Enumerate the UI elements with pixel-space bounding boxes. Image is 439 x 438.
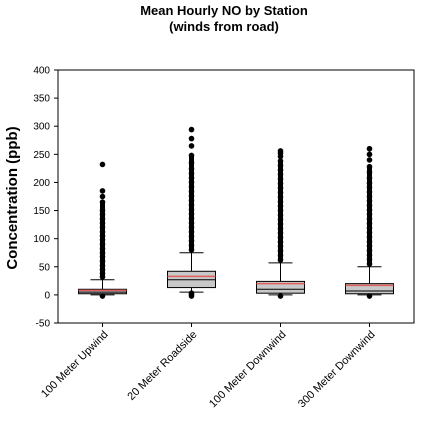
outlier-point <box>99 293 106 299</box>
x-category-label: 100 Meter Upwind <box>39 329 111 401</box>
outlier-point <box>366 293 373 299</box>
outlier-point <box>188 135 195 142</box>
outlier-point <box>277 148 284 154</box>
outlier-point <box>277 293 284 299</box>
y-tick-label: 250 <box>33 150 50 161</box>
y-tick-label: 200 <box>33 178 50 189</box>
outlier-point <box>188 290 195 297</box>
plot-frame <box>57 69 415 324</box>
outlier-point <box>188 126 195 133</box>
y-tick-label: 100 <box>33 234 50 245</box>
outlier-point <box>366 145 373 152</box>
y-tick-label: -50 <box>36 319 51 330</box>
y-tick-label: 50 <box>39 262 51 273</box>
chart-title: Mean Hourly NO by Station <box>140 3 308 18</box>
outlier-point <box>366 151 373 158</box>
x-category-label: 100 Meter Downwind <box>207 329 289 411</box>
y-tick-label: 150 <box>33 206 50 217</box>
outlier-point <box>99 188 106 194</box>
outlier-point <box>188 143 195 149</box>
x-category-label: 20 Meter Roadside <box>125 329 199 403</box>
chart-subtitle: (winds from road) <box>169 19 279 34</box>
y-tick-label: 300 <box>33 122 50 133</box>
y-tick-label: 400 <box>33 66 50 77</box>
box <box>256 280 305 294</box>
outlier-point <box>99 161 106 168</box>
y-tick-label: 0 <box>44 290 50 301</box>
outlier-point <box>366 157 373 163</box>
outlier-point <box>99 193 106 200</box>
y-axis-label: Concentration (ppb) <box>4 126 21 269</box>
plot-marks: -50 0 50 100 150 200 250 300 350 400 100 Meter Upw… <box>33 66 394 411</box>
x-category-label: 300 Meter Downwind <box>296 329 378 411</box>
y-tick-label: 350 <box>33 94 50 105</box>
